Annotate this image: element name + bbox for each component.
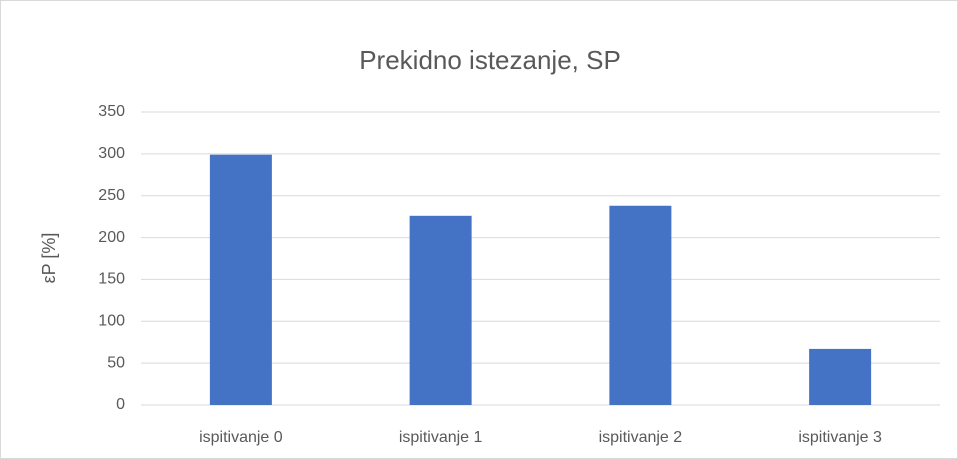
y-tick-label: 300	[98, 145, 125, 162]
bar	[809, 348, 872, 405]
chart-title: Prekidno istezanje, SP	[359, 45, 621, 75]
y-tick-label: 350	[98, 103, 125, 120]
y-tick-label: 200	[98, 229, 125, 246]
y-tick-label: 50	[107, 354, 125, 371]
bar	[609, 205, 672, 405]
x-tick-label: ispitivanje 2	[599, 429, 683, 446]
y-tick-label: 150	[98, 271, 125, 288]
bar	[209, 154, 272, 405]
y-axis-label: εP [%]	[39, 233, 59, 284]
x-tick-label: ispitivanje 0	[199, 429, 283, 446]
x-tick-label: ispitivanje 3	[798, 429, 882, 446]
y-tick-label: 100	[98, 313, 125, 330]
bar	[409, 215, 472, 405]
x-tick-label: ispitivanje 1	[399, 429, 483, 446]
y-tick-label: 0	[116, 396, 125, 413]
y-tick-label: 250	[98, 187, 125, 204]
